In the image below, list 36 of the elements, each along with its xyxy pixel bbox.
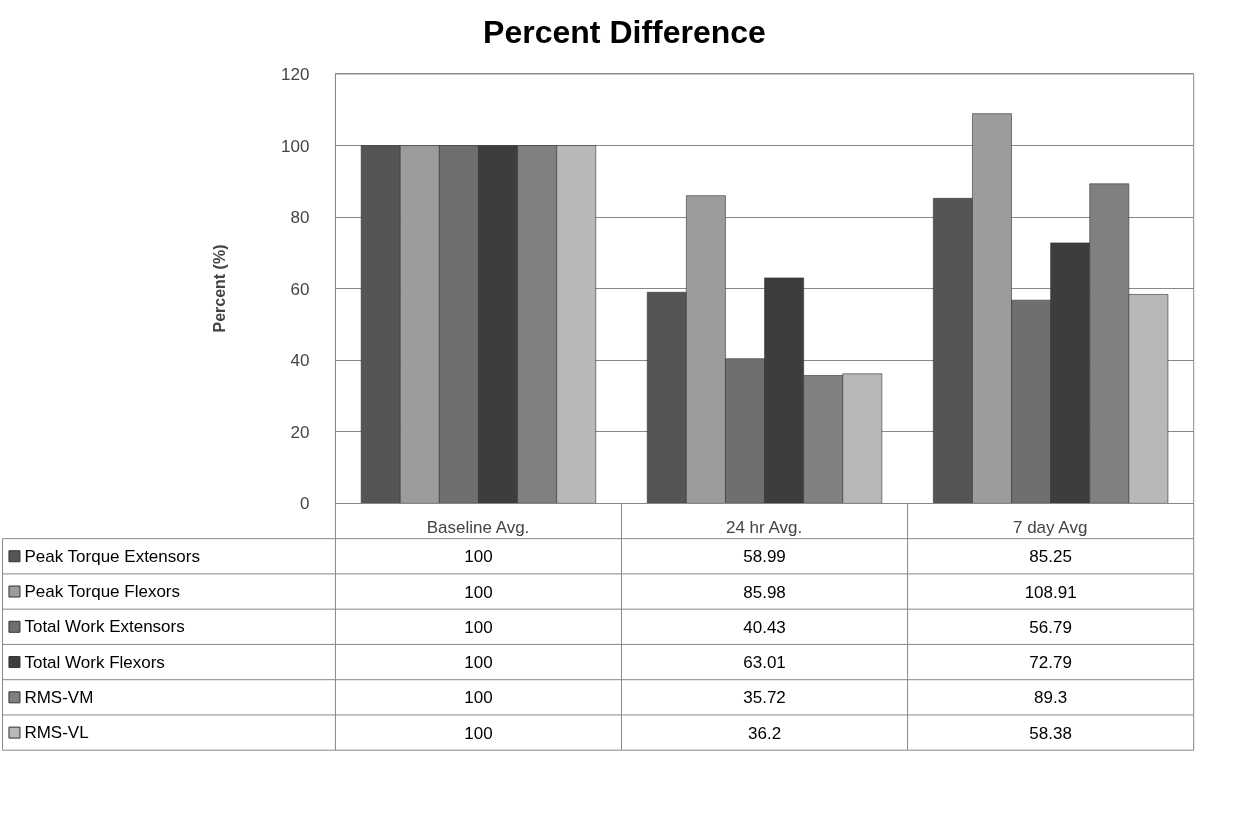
data-label: 108.91 — [1024, 582, 1077, 602]
data-label: 40.43 — [743, 617, 786, 637]
data-label: 100 — [464, 547, 493, 567]
data-label: 35.72 — [743, 688, 786, 708]
data-label: 100 — [464, 653, 493, 673]
data-label: 58.38 — [1029, 723, 1072, 743]
y-tick-label: 80 — [290, 208, 310, 228]
legend-label: Total Work Extensors — [24, 617, 185, 637]
legend-label: Total Work Flexors — [24, 652, 165, 672]
y-tick-label: 0 — [299, 494, 310, 514]
y-tick-label: 20 — [290, 422, 310, 442]
chart-title: Percent Difference — [483, 14, 766, 50]
data-label: 100 — [464, 582, 493, 602]
data-label: 58.99 — [743, 547, 786, 567]
data-label: 72.79 — [1029, 653, 1072, 673]
data-label: 100 — [464, 617, 493, 637]
x-tick-label: 7 day Avg — [1012, 518, 1088, 538]
legend-label: Peak Torque Flexors — [24, 582, 181, 602]
x-tick-label: Baseline Avg. — [426, 518, 530, 538]
y-axis-title: Percent (%) — [211, 244, 229, 333]
data-label: 36.2 — [748, 723, 782, 743]
y-tick-label: 100 — [281, 136, 310, 156]
data-label: 89.3 — [1034, 688, 1068, 708]
x-tick-label: 24 hr Avg. — [725, 518, 803, 538]
y-tick-label: 120 — [281, 64, 310, 84]
data-label: 100 — [464, 723, 493, 743]
legend-label: RMS-VM — [24, 687, 94, 707]
y-tick-label: 60 — [290, 279, 310, 299]
data-label: 85.98 — [743, 582, 786, 602]
data-label: 56.79 — [1029, 617, 1072, 637]
y-tick-label: 40 — [290, 351, 310, 371]
data-label: 100 — [464, 688, 493, 708]
data-label: 63.01 — [743, 653, 786, 673]
legend-label: Peak Torque Extensors — [24, 546, 200, 566]
legend-label: RMS-VL — [24, 723, 89, 743]
data-label: 85.25 — [1029, 547, 1072, 567]
